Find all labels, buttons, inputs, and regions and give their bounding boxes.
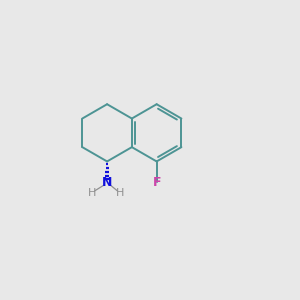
Text: N: N	[102, 176, 112, 188]
Text: H: H	[88, 188, 96, 198]
Text: H: H	[116, 188, 124, 198]
Text: F: F	[152, 176, 161, 188]
